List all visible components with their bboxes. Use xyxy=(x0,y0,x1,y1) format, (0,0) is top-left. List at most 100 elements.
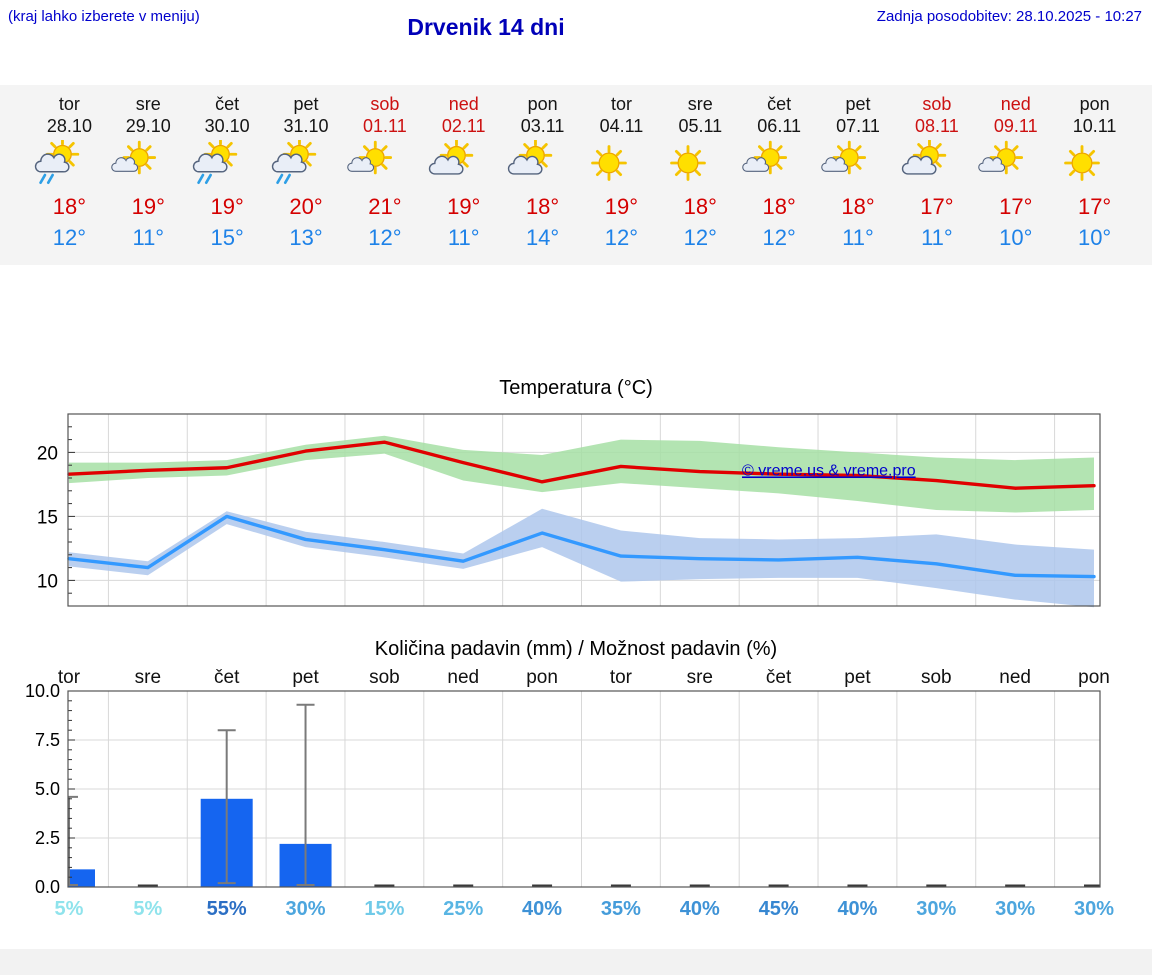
precip-probability: 55% xyxy=(207,898,247,920)
day-date: 29.10 xyxy=(125,116,171,136)
precip-bar xyxy=(68,869,95,887)
day-column: pet 31.10 20° 13° xyxy=(267,93,346,251)
sun-small-cloud-icon xyxy=(347,140,393,175)
temp-y-tick-label: 10 xyxy=(37,571,58,592)
location-hint: (kraj lahko izberete v meniju) xyxy=(8,8,200,25)
precip-zero-mark xyxy=(610,884,631,887)
weather-icon xyxy=(1055,140,1134,190)
weather-icon xyxy=(109,140,188,190)
low-temp: 14° xyxy=(525,225,560,250)
low-temp: 12° xyxy=(52,225,87,250)
precip-zero-mark xyxy=(1084,884,1100,887)
low-temp: 11° xyxy=(921,225,953,250)
high-temp: 18° xyxy=(525,194,560,219)
precip-y-tick-label: 2.5 xyxy=(35,828,60,848)
sun-cloud-rain-icon xyxy=(271,140,316,185)
high-temp: 17° xyxy=(999,194,1033,219)
precip-zero-mark xyxy=(689,884,710,887)
precip-day-label: sob xyxy=(921,667,952,688)
weather-icon xyxy=(503,140,582,190)
day-column: tor 04.11 19° 12° xyxy=(582,93,661,251)
precip-probability: 30% xyxy=(286,898,326,920)
day-name: pon xyxy=(1079,94,1110,114)
day-name: ned xyxy=(448,94,479,114)
day-name: pet xyxy=(845,94,871,114)
day-column: čet 06.11 18° 12° xyxy=(740,93,819,251)
low-temp: 11° xyxy=(842,225,874,250)
day-name: sre xyxy=(687,94,713,114)
weather-icon xyxy=(582,140,661,190)
precip-day-label: pon xyxy=(526,667,558,688)
sun-icon xyxy=(670,145,706,181)
day-column: sob 01.11 21° 12° xyxy=(345,93,424,251)
precip-day-label: čet xyxy=(214,667,240,688)
low-temp: 12° xyxy=(368,225,402,250)
page-header: (kraj lahko izberete v meniju) Drvenik 1… xyxy=(0,0,1152,85)
weather-icon xyxy=(819,140,898,190)
low-temp: 10° xyxy=(999,225,1033,250)
day-name: pet xyxy=(293,94,319,114)
precip-zero-mark xyxy=(768,884,789,887)
day-column: pet 07.11 18° 11° xyxy=(819,93,898,251)
day-date: 10.11 xyxy=(1072,116,1117,136)
high-temp: 18° xyxy=(52,194,87,219)
day-date: 03.11 xyxy=(520,116,565,136)
precip-day-label: tor xyxy=(610,667,633,688)
precip-zero-mark xyxy=(532,884,553,887)
precip-day-label: sob xyxy=(369,667,400,688)
precip-day-label: pet xyxy=(844,667,871,688)
precip-probability: 30% xyxy=(995,898,1035,920)
precip-probability: 45% xyxy=(759,898,799,920)
low-temp: 15° xyxy=(210,225,244,250)
sun-icon xyxy=(1064,145,1101,181)
precip-probability: 30% xyxy=(1074,898,1114,920)
precipitation-chart: tor sre čet pet sob ned pon tor sre čet pet sob ned p… xyxy=(25,667,1114,920)
day-date: 30.10 xyxy=(204,116,250,136)
forecast-strip: tor 28.10 18° 12° sre 29.10 19° 11° čet 30.10 19° 1… xyxy=(0,85,1152,265)
precip-zero-mark xyxy=(847,884,868,887)
day-date: 28.10 xyxy=(46,116,92,136)
precip-day-label: tor xyxy=(58,667,81,688)
precip-y-tick-label: 0.0 xyxy=(35,877,60,897)
sun-cloud-icon xyxy=(429,140,474,175)
precip-day-label: ned xyxy=(999,667,1031,688)
weather-icon xyxy=(661,140,740,190)
day-column: pon 10.11 17° 10° xyxy=(1055,93,1134,251)
day-date: 02.11 xyxy=(441,116,486,136)
sun-small-cloud-icon xyxy=(741,140,787,175)
sun-cloud-rain-icon xyxy=(192,140,237,185)
precip-probability: 35% xyxy=(601,898,641,920)
high-temp: 19° xyxy=(447,194,481,219)
day-name: čet xyxy=(215,94,240,114)
precip-zero-mark xyxy=(1005,884,1026,887)
high-temp: 20° xyxy=(289,194,323,219)
day-name: tor xyxy=(58,94,80,114)
precip-probability: 5% xyxy=(55,898,84,920)
precip-day-label: sre xyxy=(687,667,713,688)
last-update: Zadnja posodobitev: 28.10.2025 - 10:27 xyxy=(876,8,1142,25)
day-name: čet xyxy=(767,94,792,114)
precip-zero-mark xyxy=(137,884,158,887)
day-date: 06.11 xyxy=(757,116,802,136)
weather-icon xyxy=(424,140,503,190)
day-name: ned xyxy=(1000,94,1031,114)
day-column: čet 30.10 19° 15° xyxy=(188,93,267,251)
high-temp: 18° xyxy=(762,194,796,219)
low-temp: 11° xyxy=(447,225,480,250)
weather-icon xyxy=(976,140,1055,190)
precip-probability: 40% xyxy=(680,898,720,920)
weather-icon xyxy=(740,140,819,190)
watermark-link[interactable]: © vreme.us & vreme.pro xyxy=(742,462,916,479)
high-temp: 21° xyxy=(368,194,402,219)
high-temp: 19° xyxy=(210,194,244,219)
day-name: sob xyxy=(922,94,952,114)
high-temp: 19° xyxy=(604,194,639,219)
sun-cloud-icon xyxy=(902,140,947,175)
temperature-chart: 10 15 20 © vreme.us & vreme.pro xyxy=(37,413,1101,608)
day-column: pon 03.11 18° 14° xyxy=(503,93,582,251)
temp-y-tick-label: 20 xyxy=(37,443,58,464)
precip-day-label: čet xyxy=(766,667,792,688)
day-date: 31.10 xyxy=(283,116,329,136)
day-date: 04.11 xyxy=(599,116,644,136)
low-temp: 12° xyxy=(762,225,796,250)
